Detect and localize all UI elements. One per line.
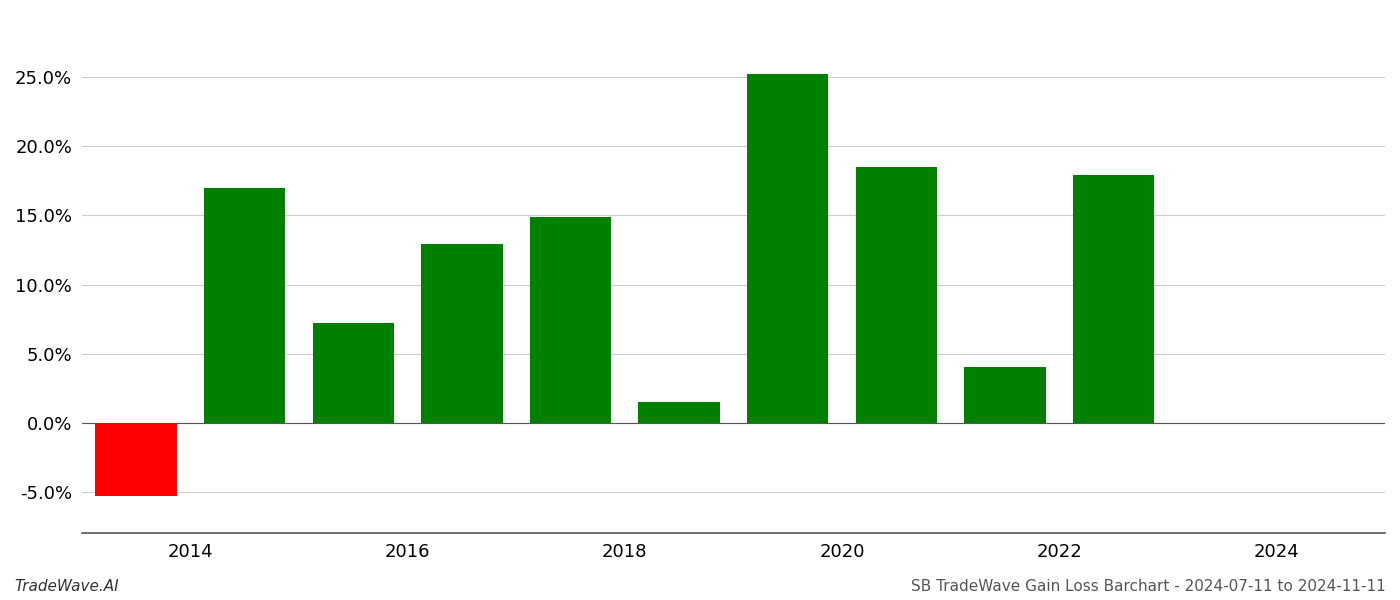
Text: TradeWave.AI: TradeWave.AI xyxy=(14,579,119,594)
Bar xyxy=(1072,175,1154,423)
Bar xyxy=(204,188,286,423)
Bar xyxy=(748,74,829,423)
Bar xyxy=(421,244,503,423)
Bar xyxy=(312,323,393,423)
Bar xyxy=(638,402,720,423)
Bar xyxy=(95,423,176,496)
Bar xyxy=(965,367,1046,423)
Text: SB TradeWave Gain Loss Barchart - 2024-07-11 to 2024-11-11: SB TradeWave Gain Loss Barchart - 2024-0… xyxy=(911,579,1386,594)
Bar xyxy=(529,217,612,423)
Bar xyxy=(855,167,937,423)
